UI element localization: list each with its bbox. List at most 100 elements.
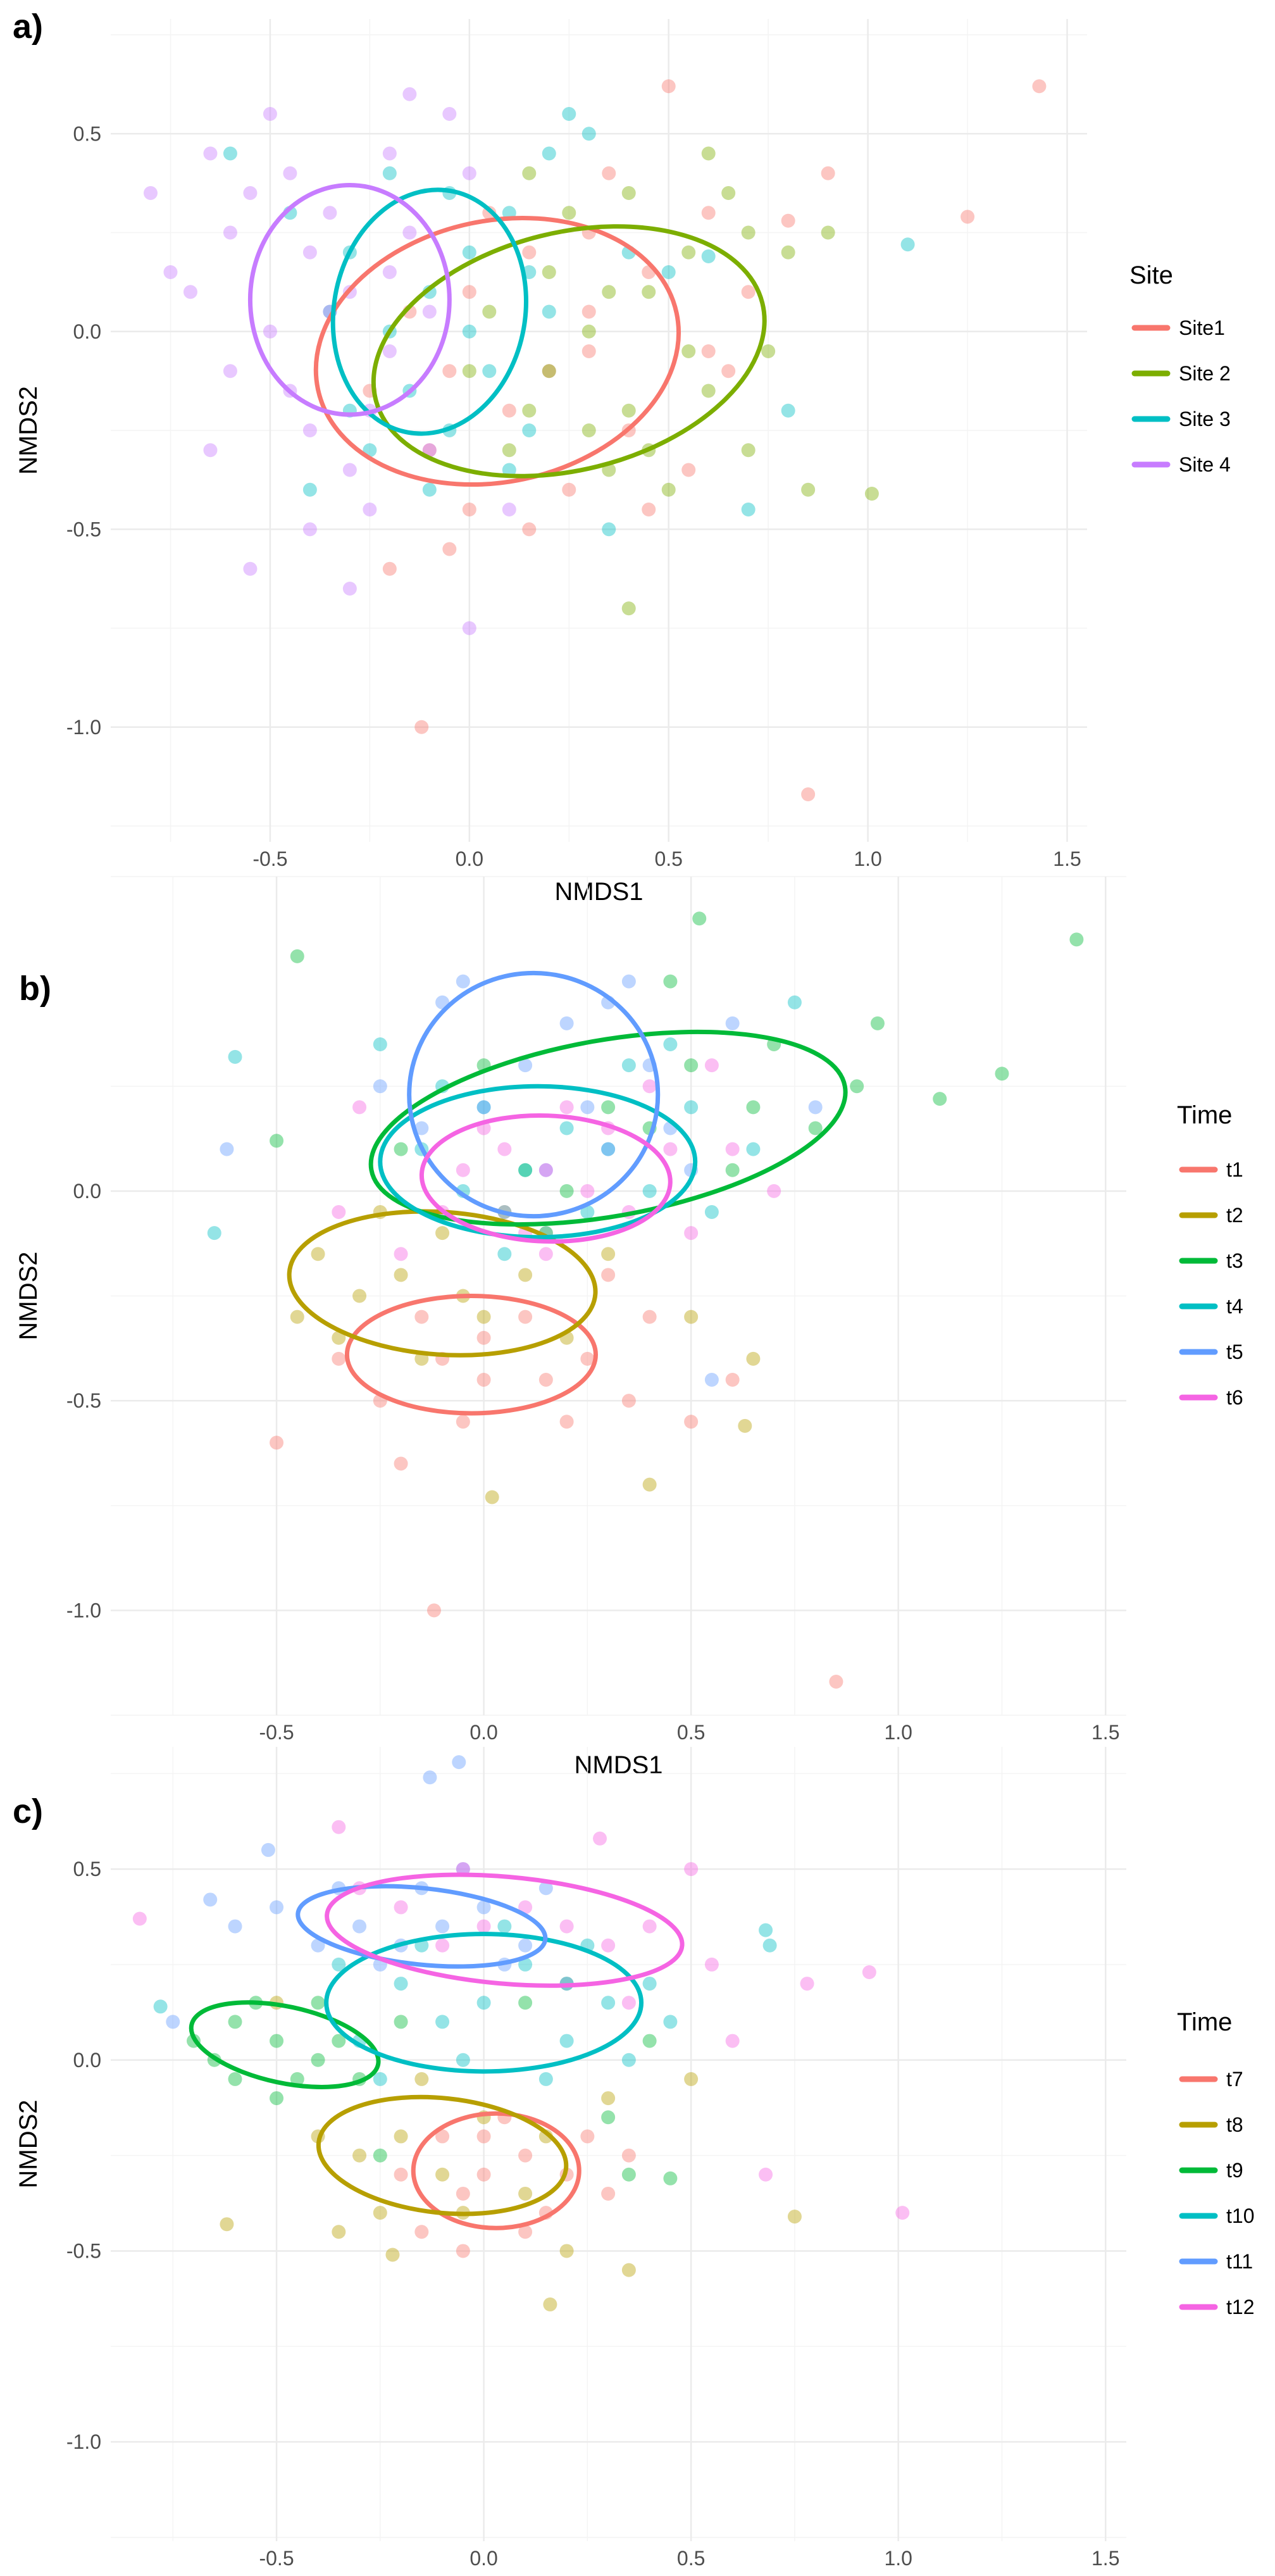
data-point [270,2034,284,2048]
data-point [580,1184,595,1198]
data-point [621,2263,636,2277]
data-point [808,1121,823,1135]
data-point [559,1100,574,1115]
data-point [746,1100,761,1115]
data-point [538,1247,553,1261]
y-tick-label: -0.5 [66,518,101,541]
data-point [582,423,596,437]
data-point [559,1016,574,1030]
legend-label: t3 [1226,1249,1243,1272]
data-point [373,2148,387,2163]
data-point [385,2248,400,2262]
data-point [502,463,516,477]
data-point [476,1100,491,1115]
y-tick-label: -1.0 [66,1599,101,1622]
data-point [456,1163,470,1177]
data-point [601,1268,616,1282]
data-point [476,2129,491,2144]
data-point [482,364,497,378]
data-point [394,1268,408,1282]
panel-c: -0.5 0.0 0.5 1.0 1.5 -1.0 -0.5 0.0 0.5 NMDS1 NMDS2… [13,1747,1254,2570]
confidence-ellipse [419,1113,673,1244]
data-point [332,2034,346,2048]
data-point [746,1142,761,1156]
data-point [621,186,636,200]
data-point [781,245,795,259]
data-point [522,245,537,259]
data-point [582,304,596,319]
data-point [684,2072,699,2086]
legend-label: t9 [1226,2159,1243,2182]
data-point [518,2186,533,2201]
data-point [311,2053,325,2067]
data-point [829,1675,843,1689]
data-point [332,1351,346,1366]
x-axis-title: NMDS1 [574,1751,662,1779]
panel-b: -0.5 0.0 0.5 1.0 1.5 -1.0 -0.5 0.0 NMDS1 NMDS2 b) T… [15,876,1243,1779]
data-point [414,720,429,734]
x-tick-label: -0.5 [252,847,287,870]
points-layer [207,911,1084,1689]
data-point [601,1938,616,1953]
data-point [311,1247,325,1261]
legend-label: t4 [1226,1295,1243,1318]
data-point [462,166,476,180]
data-point [725,1373,740,1387]
data-point [435,2015,450,2029]
data-point [203,443,218,458]
y-tick-label: 0.5 [73,1858,101,1880]
data-point [684,1415,699,1429]
data-point [302,423,317,437]
confidence-ellipse [324,1932,644,2074]
data-point [580,1100,595,1115]
confidence-ellipse [189,2000,381,2089]
data-point [422,443,437,458]
data-point [290,2072,304,2086]
data-point [518,1163,533,1177]
y-axis-title: NMDS2 [15,1251,42,1340]
data-point [414,2072,429,2086]
data-point [538,2072,553,2086]
data-point [642,1079,657,1094]
points-layer [143,79,1047,801]
data-point [542,364,556,378]
data-point [725,1016,740,1030]
legend-label: t5 [1226,1341,1243,1363]
confidence-ellipse [295,1884,548,1969]
data-point [562,206,576,220]
legend-label: t6 [1226,1386,1243,1409]
data-point [850,1079,864,1094]
x-tick-label: 0.0 [456,847,483,870]
legend: Time t1 t2 t3 t4 t5 t6 [1177,1101,1243,1409]
x-tick-label: 0.5 [654,847,682,870]
data-point [821,225,835,240]
data-point [621,2053,636,2067]
data-point [203,146,218,161]
data-point [442,107,457,121]
data-point [402,225,417,240]
x-tick-label: 1.5 [1092,2547,1119,2570]
data-point [414,1121,429,1135]
x-tick-label: 1.5 [1092,1721,1119,1744]
data-point [562,107,576,121]
data-point [183,285,197,299]
data-point [323,206,337,220]
data-point [518,1163,533,1177]
data-point [601,2110,616,2125]
x-tick-label: 1.0 [884,2547,912,2570]
data-point [801,787,816,801]
data-point [302,482,317,497]
data-point [741,285,756,299]
data-point [1069,932,1084,947]
data-point [261,1842,275,1857]
data-point [311,1996,325,2010]
data-point [456,974,470,989]
data-point [870,1016,885,1030]
y-tick-label: -0.5 [66,1389,101,1412]
data-point [485,1490,499,1504]
data-point [701,384,716,398]
data-point [422,482,437,497]
data-point [476,1330,491,1345]
data-point [559,2244,574,2258]
